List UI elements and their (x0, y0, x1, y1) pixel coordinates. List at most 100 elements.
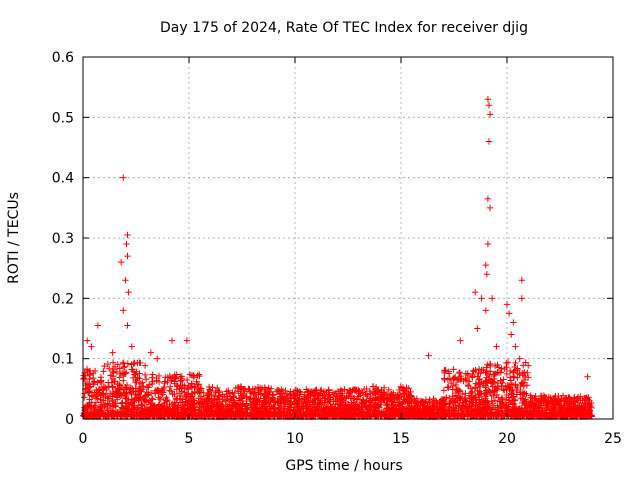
data-point (495, 369, 503, 376)
data-point (522, 359, 529, 366)
data-point (147, 409, 154, 417)
data-point (540, 392, 548, 399)
data-point (474, 325, 481, 332)
data-point (134, 374, 141, 381)
data-point (248, 390, 255, 397)
data-point (455, 401, 463, 409)
data-point (174, 383, 182, 390)
data-point (129, 366, 136, 373)
data-point (384, 405, 392, 412)
data-point (452, 381, 460, 389)
data-point (108, 379, 115, 386)
data-point (88, 392, 95, 399)
data-point (549, 407, 557, 414)
data-point (451, 399, 459, 406)
data-point (510, 319, 517, 326)
data-point (500, 376, 507, 383)
data-point (523, 382, 531, 389)
data-point (511, 363, 518, 371)
data-point (123, 240, 130, 248)
data-point (385, 386, 392, 394)
data-point (89, 379, 97, 387)
data-point (521, 368, 528, 376)
data-point (142, 376, 150, 383)
data-point (243, 394, 250, 401)
data-point (173, 386, 180, 393)
data-point (113, 368, 121, 376)
data-point (518, 277, 526, 284)
data-point (241, 386, 248, 393)
data-point (314, 409, 321, 417)
data-point (136, 408, 144, 416)
data-point (183, 376, 191, 384)
data-point (111, 378, 118, 385)
data-point (491, 388, 498, 396)
data-point (101, 362, 108, 370)
data-point (585, 400, 593, 408)
data-point (532, 400, 540, 408)
data-point (584, 373, 591, 380)
data-point (514, 366, 521, 374)
data-point (297, 409, 304, 417)
data-point (286, 402, 293, 410)
data-point (488, 392, 495, 400)
data-point (412, 409, 419, 416)
data-point (281, 405, 288, 412)
data-point (441, 398, 448, 405)
data-point (527, 392, 534, 399)
data-point (359, 399, 366, 406)
data-point (190, 397, 198, 404)
data-point (446, 407, 453, 415)
data-point (476, 375, 483, 383)
y-tick-label: 0 (65, 412, 74, 428)
data-point (367, 395, 374, 402)
data-point (304, 394, 312, 401)
data-point (555, 397, 563, 405)
data-point (300, 405, 307, 412)
data-point (441, 375, 448, 382)
data-point (162, 374, 169, 381)
data-point (482, 397, 490, 404)
data-point (424, 409, 431, 416)
data-point (149, 371, 156, 378)
data-point (363, 385, 370, 393)
data-point (137, 380, 144, 387)
data-point (470, 400, 477, 408)
data-point (171, 399, 178, 406)
data-point (337, 402, 344, 409)
data-point (166, 383, 174, 390)
data-point (376, 389, 384, 396)
data-point (149, 396, 156, 403)
data-point (361, 402, 369, 410)
data-point (88, 343, 95, 350)
data-point (379, 410, 387, 417)
data-point (551, 394, 558, 402)
data-point (157, 408, 164, 415)
data-point (435, 411, 442, 418)
data-point (376, 395, 384, 402)
data-point (417, 398, 425, 405)
data-point (87, 383, 94, 390)
data-point (445, 370, 453, 377)
data-point (516, 355, 523, 362)
data-point (508, 390, 516, 398)
data-point (471, 385, 479, 392)
data-point (516, 389, 524, 396)
data-point (84, 337, 91, 344)
data-point (169, 390, 177, 398)
data-point (563, 405, 571, 412)
data-point (166, 387, 173, 394)
data-point (526, 402, 533, 410)
data-point (116, 365, 123, 372)
data-point (478, 295, 485, 302)
data-point (517, 394, 524, 402)
data-point (350, 399, 357, 406)
data-point (317, 390, 324, 397)
data-point (90, 369, 97, 377)
data-point (261, 384, 269, 391)
data-point (133, 368, 140, 376)
data-point (265, 384, 272, 392)
data-point (380, 396, 387, 403)
data-point (214, 384, 221, 392)
data-point (281, 411, 288, 419)
